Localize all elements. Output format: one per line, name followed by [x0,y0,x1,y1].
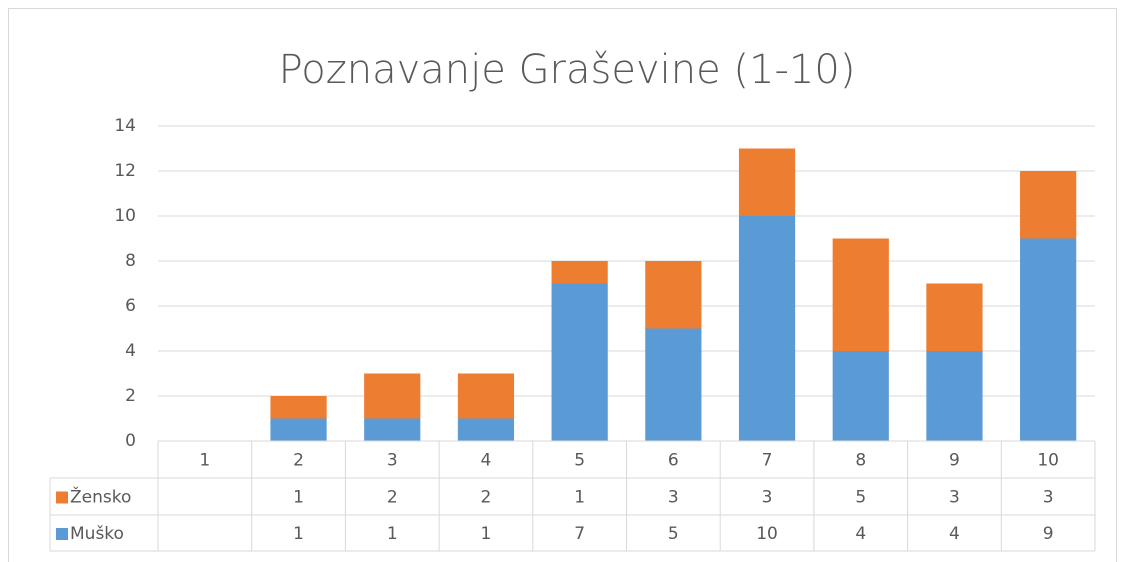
bar-segment [832,238,889,351]
table-value: 2 [387,488,398,508]
bar-segment [457,418,515,441]
y-tick-label: 2 [125,386,136,406]
x-tick-label: 9 [949,451,960,471]
table-value: 3 [668,488,679,508]
table-value: 5 [668,524,679,544]
table-value: 1 [387,524,398,544]
x-tick-label: 5 [574,451,585,471]
chart-title: Poznavanje Graševine (1-10) [279,47,856,93]
y-tick-label: 10 [114,206,136,226]
bar-segment [926,283,983,351]
legend-swatch [56,491,68,504]
bar-segment [645,328,702,441]
y-tick-label: 6 [125,296,136,316]
table-value: 9 [1043,524,1054,544]
x-tick-label: 1 [199,451,210,471]
table-value: 1 [481,524,492,544]
table-value: 3 [762,488,773,508]
bar-segment [270,418,327,441]
bar-segment [270,396,327,419]
table-value: 1 [293,488,304,508]
bar-segment [738,148,796,216]
legend-label: Žensko [70,486,131,508]
x-tick-label: 3 [387,451,398,471]
y-tick-label: 14 [114,116,136,136]
legend-label: Muško [70,524,124,544]
x-tick-label: 7 [762,451,773,471]
bar-segment [551,261,608,284]
y-tick-label: 8 [125,251,136,271]
table-value: 3 [949,488,960,508]
x-tick-label: 2 [293,451,304,471]
table-value: 3 [1043,488,1054,508]
y-tick-label: 12 [114,161,136,181]
table-value: 1 [574,488,585,508]
y-tick-label: 0 [125,431,136,451]
bar-segment [926,351,983,441]
bar-segment [364,373,421,419]
x-tick-label: 8 [855,451,866,471]
table-value: 4 [949,524,960,544]
table-value: 5 [855,488,866,508]
table-value: 10 [756,524,778,544]
legend-swatch [56,528,68,540]
x-tick-label: 6 [668,451,679,471]
table-value: 4 [855,524,866,544]
bar-segment [738,216,796,441]
bar-segment [457,373,515,419]
x-tick-label: 4 [481,451,492,471]
bar-segment [1020,171,1077,239]
table-value: 1 [293,524,304,544]
bar-segment [551,283,608,441]
bar-segment [1020,238,1077,441]
bar-segment [832,351,889,441]
y-tick-label: 4 [125,341,136,361]
table-value: 7 [574,524,585,544]
table-value: 2 [481,488,492,508]
bar-segment [364,418,421,441]
bar-segment [645,261,702,329]
x-tick-label: 10 [1037,451,1059,471]
